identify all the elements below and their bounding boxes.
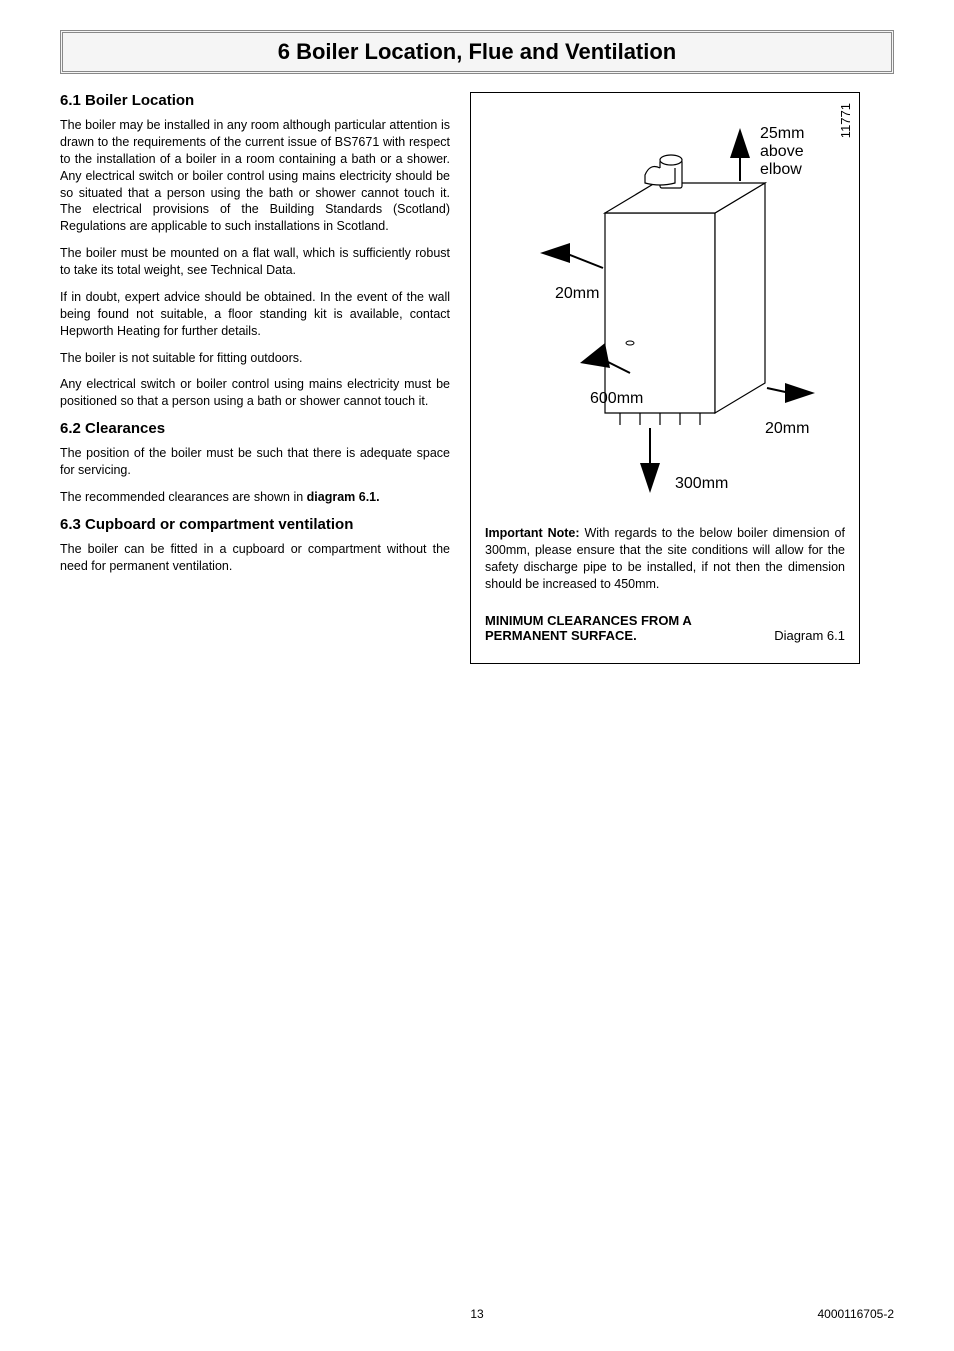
- heading-6-3: 6.3 Cupboard or compartment ventilation: [60, 516, 450, 533]
- para-6-1-d: The boiler is not suitable for fitting o…: [60, 350, 450, 367]
- diagram-svg: 25mm above elbow 20mm 600mm: [485, 103, 845, 513]
- lbl-right: 20mm: [765, 420, 809, 437]
- diagram-box: 11771: [470, 92, 860, 664]
- para-6-2-b-bold: diagram 6.1.: [307, 490, 380, 504]
- diagram-footer: MINIMUM CLEARANCES FROM A PERMANENT SURF…: [485, 613, 845, 643]
- section-header: 6 Boiler Location, Flue and Ventilation: [60, 30, 894, 74]
- diagram-note-bold: Important Note:: [485, 526, 580, 540]
- para-6-1-c: If in doubt, expert advice should be obt…: [60, 289, 450, 340]
- para-6-1-a: The boiler may be installed in any room …: [60, 117, 450, 235]
- page-number: 13: [470, 1307, 483, 1321]
- lbl-bottom: 300mm: [675, 475, 728, 492]
- section-header-title: 6 Boiler Location, Flue and Ventilation: [63, 39, 891, 65]
- diagram-footer-line1: MINIMUM CLEARANCES FROM A: [485, 613, 845, 628]
- para-6-1-e: Any electrical switch or boiler control …: [60, 376, 450, 410]
- lbl-top-3: elbow: [760, 161, 802, 178]
- lbl-top-2: above: [760, 143, 804, 160]
- doc-number: 4000116705-2: [817, 1307, 894, 1321]
- heading-6-2: 6.2 Clearances: [60, 420, 450, 437]
- left-column: 6.1 Boiler Location The boiler may be in…: [60, 92, 450, 664]
- para-6-1-b: The boiler must be mounted on a flat wal…: [60, 245, 450, 279]
- heading-6-1: 6.1 Boiler Location: [60, 92, 450, 109]
- lbl-front: 600mm: [590, 390, 643, 407]
- lbl-top-1: 25mm: [760, 125, 804, 142]
- para-6-3-a: The boiler can be fitted in a cupboard o…: [60, 541, 450, 575]
- lbl-left: 20mm: [555, 285, 599, 302]
- right-column: 11771: [470, 92, 860, 664]
- diagram-label: Diagram 6.1: [774, 628, 845, 643]
- diagram-footer-line2: PERMANENT SURFACE.: [485, 628, 637, 643]
- para-6-2-a: The position of the boiler must be such …: [60, 445, 450, 479]
- para-6-2-b-text: The recommended clearances are shown in: [60, 490, 307, 504]
- para-6-2-b: The recommended clearances are shown in …: [60, 489, 450, 506]
- diagram-note: Important Note: With regards to the belo…: [485, 525, 845, 593]
